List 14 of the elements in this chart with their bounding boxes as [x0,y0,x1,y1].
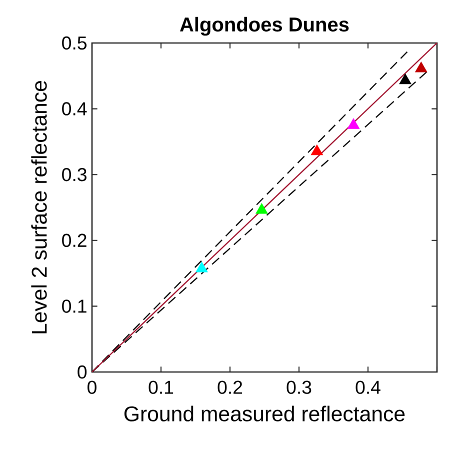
y-tick-label: 0.3 [62,168,86,182]
x-tick-label: 0.3 [286,380,312,394]
x-tick-label: 0.1 [148,380,174,394]
y-tick-label: 0.5 [62,36,87,50]
x-tick-label: 0.2 [218,380,242,394]
y-tick-label: 0.4 [62,102,87,116]
y-tick-label: 0 [78,365,87,379]
y-tick-label: 0.2 [62,234,86,248]
y-tick-label: 0.1 [62,300,86,313]
y-axis-title: Level 2 surface reflectance [31,81,47,334]
x-axis-title: Ground measured reflectance [124,406,405,422]
chart-title: Algondoes Dunes [180,16,349,36]
x-tick-label: 0.4 [356,380,380,394]
x-tick-label: 0 [88,380,96,394]
